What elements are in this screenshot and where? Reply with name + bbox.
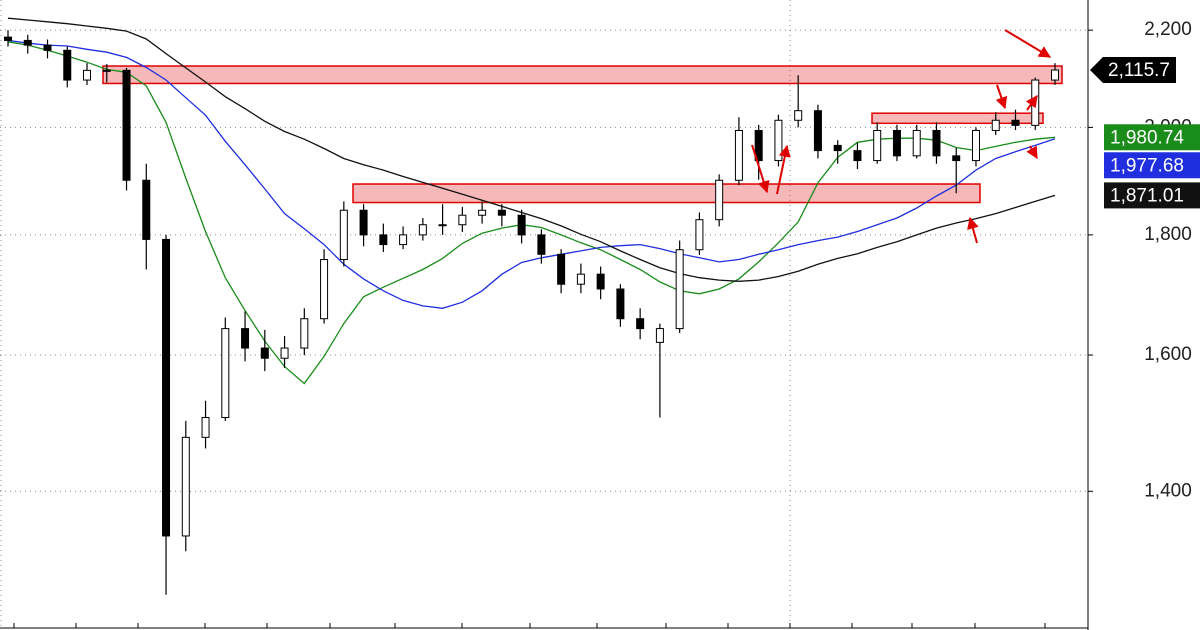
candle-body	[63, 49, 72, 81]
candle-body	[221, 328, 230, 418]
axis	[0, 0, 1089, 630]
price-tags: 2,115.7 1,980.74 1,977.68 1,871.01	[1090, 57, 1200, 209]
arrow	[1025, 95, 1038, 111]
candle-body	[734, 129, 743, 181]
zone	[871, 112, 1044, 125]
candle-body	[83, 69, 92, 81]
candle-body	[201, 416, 210, 438]
candle-body	[892, 129, 901, 157]
zones	[102, 65, 1063, 204]
zone	[352, 183, 981, 204]
candle-body	[260, 347, 269, 359]
candle-body	[774, 119, 783, 162]
ma-tag	[1104, 152, 1200, 179]
candle-body	[418, 224, 427, 236]
candle-body	[102, 69, 111, 72]
candle-body	[359, 209, 368, 236]
ma-label: 1,980.74	[1110, 127, 1184, 148]
y-tick-label: 1,800	[1144, 224, 1192, 245]
last-price-label: 2,115.7	[1108, 60, 1170, 81]
moving-average-line	[7, 39, 1056, 309]
candle-body	[912, 129, 921, 157]
annotation-arrows	[751, 29, 1052, 244]
x-tick-marks	[13, 623, 1046, 628]
candle-body	[379, 234, 388, 246]
y-tick-label: 1,400	[1144, 480, 1192, 501]
arrow	[1026, 145, 1038, 160]
candle-body	[557, 253, 566, 285]
candle-body	[320, 259, 329, 320]
candle-body	[162, 238, 171, 537]
candle-body	[241, 328, 250, 349]
candle-body	[478, 209, 487, 216]
candle-body	[458, 214, 467, 226]
candle-body	[122, 69, 131, 181]
ma-label: 1,977.68	[1110, 155, 1184, 176]
candle-body	[280, 347, 289, 359]
candle-body	[971, 129, 980, 162]
candle-body	[794, 110, 803, 121]
arrow	[967, 216, 979, 244]
candle-body	[813, 110, 822, 152]
candle-body	[181, 436, 190, 537]
arrow	[995, 84, 1008, 110]
candle-body	[596, 273, 605, 290]
candle-body	[991, 119, 1000, 131]
candle-body	[142, 179, 151, 240]
candle-body	[1051, 69, 1059, 81]
candle-body	[438, 224, 447, 227]
candle-body	[754, 129, 763, 162]
ma-label: 1,871.01	[1110, 185, 1184, 206]
candle-body	[576, 273, 585, 285]
moving-average-line	[7, 17, 1056, 282]
grid	[0, 0, 1088, 630]
candle-body	[517, 214, 526, 236]
candle-body	[636, 318, 645, 330]
candle-body	[616, 288, 625, 320]
y-tick-label: 2,200	[1144, 19, 1192, 40]
arrow	[751, 144, 770, 194]
y-tick-label: 1,600	[1144, 344, 1192, 365]
candle-body	[1011, 119, 1020, 126]
arrow	[1004, 29, 1052, 58]
candle-body	[715, 179, 724, 221]
candle-body	[853, 150, 862, 162]
candle-body	[399, 234, 408, 246]
candle-body	[23, 39, 32, 46]
candle-body	[300, 318, 309, 349]
candle-body	[655, 328, 664, 343]
candle-body	[4, 36, 12, 41]
candle-body	[873, 129, 882, 162]
candle-body	[537, 234, 546, 255]
candle-body	[932, 129, 941, 157]
candle-body	[339, 209, 348, 261]
candle-body	[952, 155, 961, 162]
zone	[102, 65, 1063, 85]
ma-tag	[1104, 124, 1200, 151]
candle-body	[695, 219, 704, 251]
last-price-tag	[1090, 57, 1176, 84]
candle-body	[43, 44, 52, 51]
candle-body	[497, 209, 506, 216]
arrow	[776, 144, 791, 195]
candle-body	[675, 249, 684, 330]
ma-tag	[1104, 182, 1200, 209]
candle-body	[833, 144, 842, 152]
